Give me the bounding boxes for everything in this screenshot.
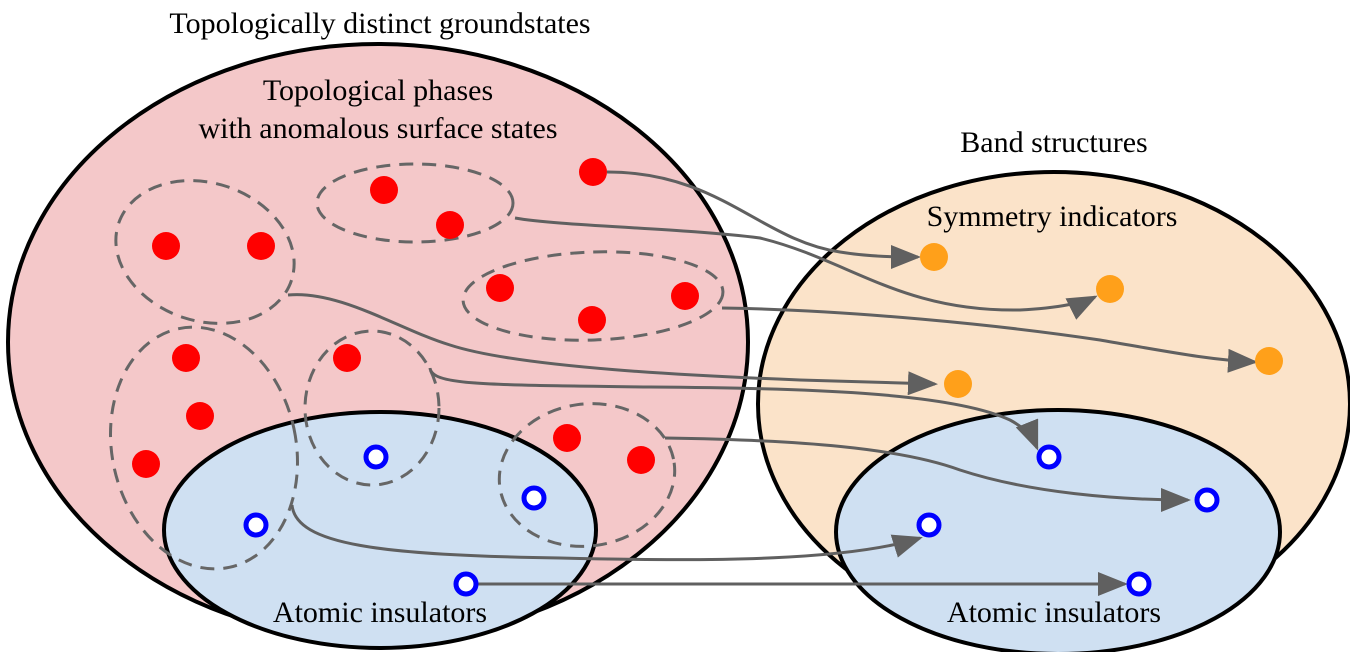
mapping-arrow (287, 293, 938, 396)
topological-phases-label: Topological phases (263, 74, 493, 107)
indicator-point (944, 370, 972, 398)
atomic-point (243, 512, 269, 538)
atomic-point (363, 444, 389, 470)
mapping-arrow (290, 504, 923, 562)
topological-point (579, 158, 607, 186)
atomic-insulators-right-label: Atomic insulators (947, 596, 1161, 629)
indicator-point (1255, 347, 1283, 375)
atomic-insulators-right-ellipse (834, 408, 1282, 652)
mapping-arrow (606, 170, 921, 269)
topological-point (132, 450, 160, 478)
topological-phases-sublabel: with anomalous surface states (198, 112, 557, 145)
atomic-point (1194, 487, 1220, 513)
atomic-point (1126, 571, 1152, 597)
topological-point (486, 274, 514, 302)
dashed-group (315, 162, 515, 244)
dashed-group (497, 402, 677, 548)
topological-point (172, 344, 200, 372)
topological-point (578, 306, 606, 334)
topological-point (671, 282, 699, 310)
mapping-arrow (514, 216, 1098, 320)
indicator-point (920, 243, 948, 271)
groundstates-title: Topologically distinct groundstates (169, 7, 590, 40)
atomic-point (916, 512, 942, 538)
topological-point (370, 176, 398, 204)
mapping-arrow (428, 367, 1039, 451)
topological-point (333, 344, 361, 372)
topological-point (186, 402, 214, 430)
atomic-point (521, 485, 547, 511)
atomic-insulators-left-label: Atomic insulators (273, 596, 487, 629)
dashed-group (114, 179, 296, 325)
topological-point (553, 424, 581, 452)
topological-point (436, 211, 464, 239)
dashed-group (461, 250, 725, 342)
mapping-arrow (664, 436, 1191, 512)
dashed-group (109, 325, 299, 571)
atomic-point (1036, 444, 1062, 470)
dashed-group (303, 329, 441, 487)
topological-point (627, 446, 655, 474)
indicator-point (1096, 275, 1124, 303)
atomic-insulators-left-ellipse (162, 410, 598, 650)
topological-point (152, 232, 180, 260)
mapping-arrow (721, 306, 1258, 373)
atomic-point (453, 571, 479, 597)
topological-point (247, 232, 275, 260)
symmetry-indicators-label: Symmetry indicators (927, 200, 1178, 233)
band-structures-title: Band structures (960, 126, 1147, 159)
